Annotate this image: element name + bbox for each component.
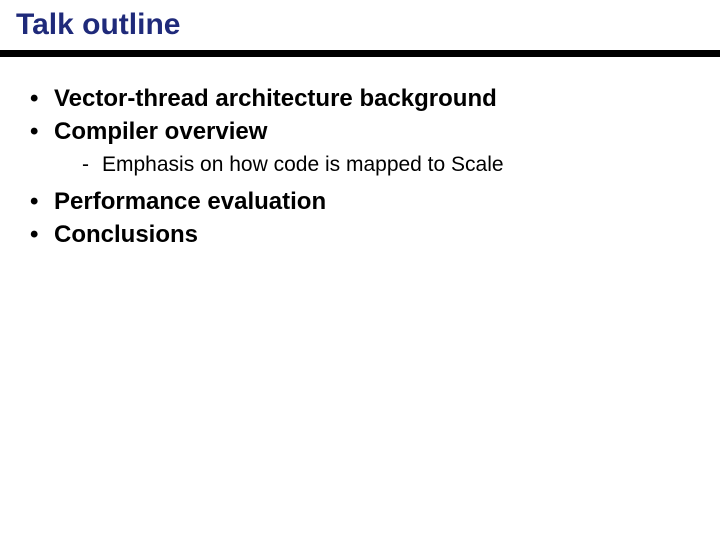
bullet-item: Performance evaluation <box>28 186 692 217</box>
slide: Talk outline Vector-thread architecture … <box>0 0 720 540</box>
title-rule <box>0 50 720 57</box>
sub-bullet-text: Emphasis on how code is mapped to Scale <box>102 153 504 176</box>
bullet-item: Conclusions <box>28 219 692 250</box>
bullet-text: Vector-thread architecture background <box>54 85 497 112</box>
bullet-text: Compiler overview <box>54 118 267 145</box>
title-wrap: Talk outline <box>0 0 720 50</box>
bullet-item: Compiler overview Emphasis on how code i… <box>28 116 692 180</box>
bullet-list: Vector-thread architecture background Co… <box>28 83 692 250</box>
sub-bullet-item: Emphasis on how code is mapped to Scale <box>80 151 692 179</box>
bullet-text: Conclusions <box>54 221 198 248</box>
bullet-text: Performance evaluation <box>54 188 326 215</box>
slide-title: Talk outline <box>16 8 704 42</box>
slide-content: Vector-thread architecture background Co… <box>0 57 720 250</box>
bullet-item: Vector-thread architecture background <box>28 83 692 114</box>
sub-bullet-list: Emphasis on how code is mapped to Scale <box>54 151 692 179</box>
